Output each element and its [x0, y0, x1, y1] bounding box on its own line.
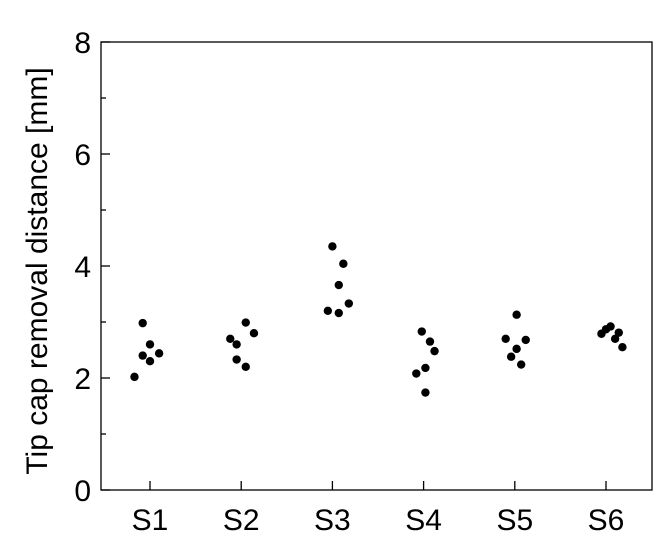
data-points — [130, 242, 627, 397]
data-point — [412, 369, 421, 378]
data-point — [512, 344, 521, 354]
data-point — [339, 259, 348, 268]
data-point — [154, 349, 164, 358]
y-tick-label: 6 — [74, 139, 91, 172]
x-tick-label: S1 — [132, 504, 169, 534]
y-axis-label: Tip cap removal distance [mm] — [21, 67, 54, 474]
data-point — [138, 351, 147, 360]
data-point — [344, 299, 354, 308]
data-point — [334, 280, 343, 290]
x-tick-label: S5 — [496, 504, 533, 534]
data-point — [130, 372, 139, 382]
y-tick-label: 2 — [74, 363, 91, 396]
plot-frame — [100, 41, 653, 491]
data-point — [328, 242, 337, 251]
x-tick-label: S4 — [405, 504, 442, 534]
data-point — [232, 340, 241, 349]
data-point — [430, 346, 439, 356]
data-point — [512, 310, 521, 319]
data-point — [421, 388, 430, 397]
data-point — [334, 308, 343, 318]
data-point — [618, 343, 627, 352]
axes — [100, 41, 653, 491]
data-point — [249, 329, 259, 338]
data-point — [241, 318, 250, 327]
x-axis-ticks: S1 S2 S3 S4 S5 S6 — [132, 481, 625, 534]
x-tick-label: S2 — [223, 504, 260, 534]
y-tick-label: 0 — [74, 475, 91, 508]
data-point — [501, 334, 510, 343]
data-point — [232, 355, 241, 364]
data-point — [610, 334, 620, 343]
data-point — [145, 357, 155, 366]
y-tick-label: 4 — [74, 251, 91, 284]
y-axis-ticks: 0 2 4 6 8 — [74, 27, 110, 508]
x-tick-label: S6 — [588, 504, 625, 534]
data-point — [138, 318, 147, 328]
data-point — [506, 352, 516, 361]
data-point — [425, 337, 435, 346]
data-point — [421, 363, 430, 373]
data-point — [323, 306, 333, 315]
data-point — [417, 327, 426, 336]
x-tick-label: S3 — [314, 504, 351, 534]
data-point — [241, 362, 250, 371]
data-point — [521, 335, 530, 345]
data-point — [606, 322, 615, 331]
data-point — [614, 328, 623, 337]
y-tick-label: 8 — [74, 27, 91, 60]
data-point — [145, 340, 155, 349]
data-point — [226, 334, 235, 343]
data-point — [516, 360, 526, 369]
